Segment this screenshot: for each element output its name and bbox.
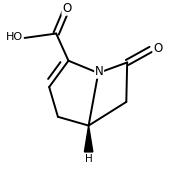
Text: O: O	[62, 2, 71, 15]
Text: H: H	[85, 154, 93, 164]
Polygon shape	[84, 126, 93, 152]
Text: N: N	[95, 65, 104, 78]
Text: O: O	[153, 42, 162, 55]
Text: HO: HO	[5, 32, 22, 42]
